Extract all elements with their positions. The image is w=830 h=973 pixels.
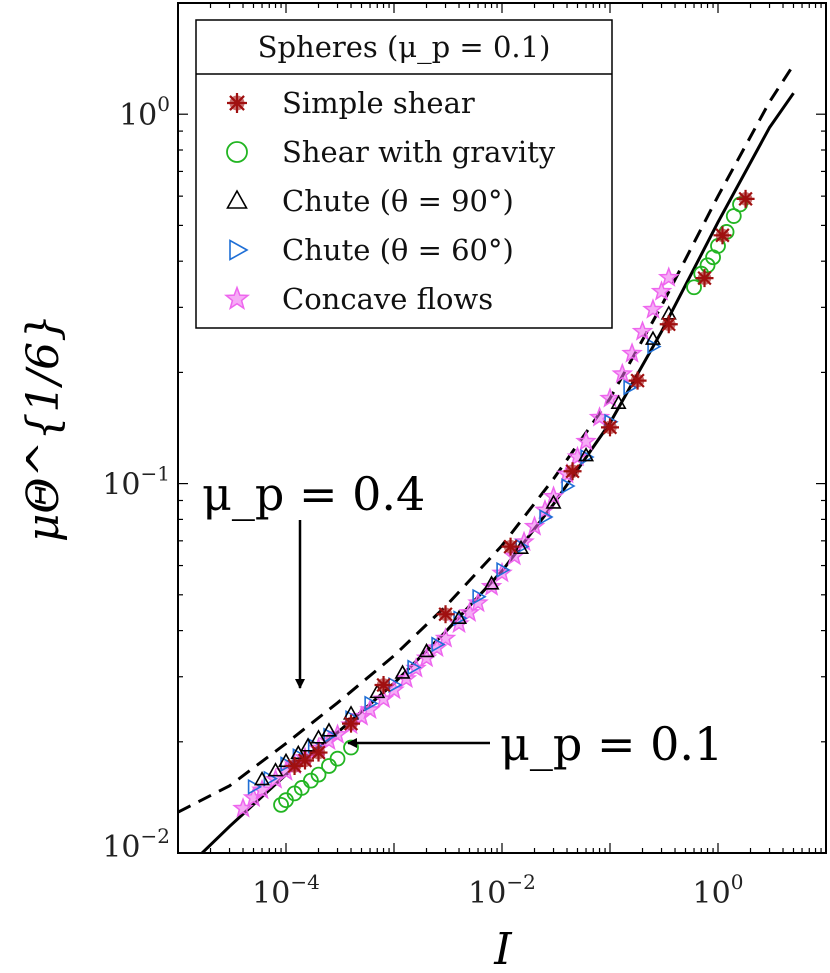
legend-label: Simple shear: [282, 86, 475, 120]
data-point: [545, 494, 562, 509]
data-point: [713, 226, 732, 245]
data-point: [644, 330, 661, 345]
legend-label: Chute (θ = 60°): [282, 233, 514, 267]
legend-box: [195, 19, 613, 329]
legend-label: Concave flows: [282, 282, 493, 316]
data-point: [394, 664, 411, 679]
data-point: [611, 362, 634, 384]
legend-entry: Simple shear: [227, 86, 475, 120]
data-point: [563, 462, 582, 481]
y-tick-label: 10−1: [102, 462, 170, 503]
data-point: [310, 729, 327, 744]
data-point: [501, 537, 520, 556]
data-point: [647, 338, 662, 355]
data-point: [539, 508, 554, 526]
legend-entries: Simple shear Shear with gravity Chute (θ =…: [224, 86, 556, 316]
data-point: [623, 379, 638, 396]
data-point: [247, 778, 263, 795]
data-point: [686, 279, 702, 296]
series-asterisk: [285, 189, 755, 775]
data-point: [472, 588, 487, 605]
data-point: [642, 298, 664, 319]
data-point: [309, 743, 328, 762]
dashed-curve-mu-p-0.4: [178, 64, 795, 814]
x-tick-label: 100: [693, 870, 744, 911]
legend-label: Chute (θ = 90°): [282, 184, 514, 218]
legend-marker-circle: [226, 141, 248, 163]
data-point: [631, 320, 654, 341]
data-point: [610, 394, 627, 409]
data-point: [290, 744, 307, 760]
data-point: [329, 750, 346, 767]
legend-marker-triangle-right: [229, 239, 249, 261]
legend-marker-triangle-up: [226, 189, 248, 209]
legend-marker-star: [224, 285, 250, 311]
legend-marker-asterisk: [227, 93, 247, 113]
annotation-mu-p-0.4: μ_p = 0.4: [202, 467, 425, 521]
legend-entry: Shear with gravity: [226, 135, 556, 169]
data-point: [273, 796, 289, 813]
data-point: [300, 737, 317, 752]
legend: Spheres (μ_p = 0.1) Simple shear Shear wi…: [195, 19, 613, 329]
data-point: [601, 418, 619, 437]
data-point: [458, 601, 481, 622]
x-axis-label: I: [493, 924, 513, 973]
data-point: [599, 387, 621, 408]
legend-title: Spheres (μ_p = 0.1): [258, 30, 551, 65]
data-point: [650, 280, 673, 301]
major-ticks: [177, 3, 827, 854]
data-point: [434, 627, 457, 648]
x-tick-label: 10−4: [252, 870, 320, 911]
legend-entry: Chute (θ = 60°): [229, 233, 514, 267]
data-point: [251, 778, 273, 800]
data-point: [659, 315, 678, 334]
legend-entry: Chute (θ = 90°): [226, 184, 514, 218]
data-point: [369, 683, 386, 699]
data-points: [232, 189, 755, 818]
data-point: [736, 189, 755, 208]
data-point: [561, 478, 576, 495]
data-point: [695, 269, 714, 288]
data-point: [575, 430, 597, 451]
data-point: [405, 657, 427, 678]
data-point: [496, 561, 511, 578]
data-point: [320, 722, 337, 737]
data-point: [296, 751, 315, 770]
data-point: [453, 610, 468, 627]
y-tick-label: 100: [119, 92, 170, 133]
data-point: [364, 695, 379, 712]
data-point: [588, 406, 611, 427]
data-point: [374, 675, 393, 694]
data-point: [628, 371, 647, 390]
y-axis-label: μΘ^{1/6}: [18, 314, 69, 542]
data-point: [431, 636, 446, 653]
data-point: [566, 445, 589, 467]
data-point: [342, 714, 361, 733]
data-point: [436, 605, 455, 624]
legend-entry: Concave flows: [224, 282, 493, 316]
data-point: [480, 575, 503, 596]
data-point: [418, 642, 435, 658]
data-point: [467, 591, 489, 613]
legend-label: Shear with gravity: [282, 135, 556, 169]
data-point: [407, 659, 422, 676]
data-point: [621, 342, 643, 363]
x-tick-label: 10−2: [468, 870, 536, 911]
annotation-mu-p-0.1: μ_p = 0.1: [500, 717, 723, 771]
y-tick-label: 10−2: [102, 824, 170, 865]
data-point: [254, 770, 271, 786]
data-point: [657, 266, 680, 287]
data-point: [267, 762, 284, 777]
data-point: [483, 575, 500, 590]
data-point: [451, 609, 468, 624]
data-point: [310, 766, 327, 783]
tick-labels: 10−4 10−2 100 10−2 10−1 100: [102, 92, 743, 911]
data-point: [232, 797, 254, 818]
data-point: [578, 447, 595, 462]
data-point: [359, 698, 381, 720]
